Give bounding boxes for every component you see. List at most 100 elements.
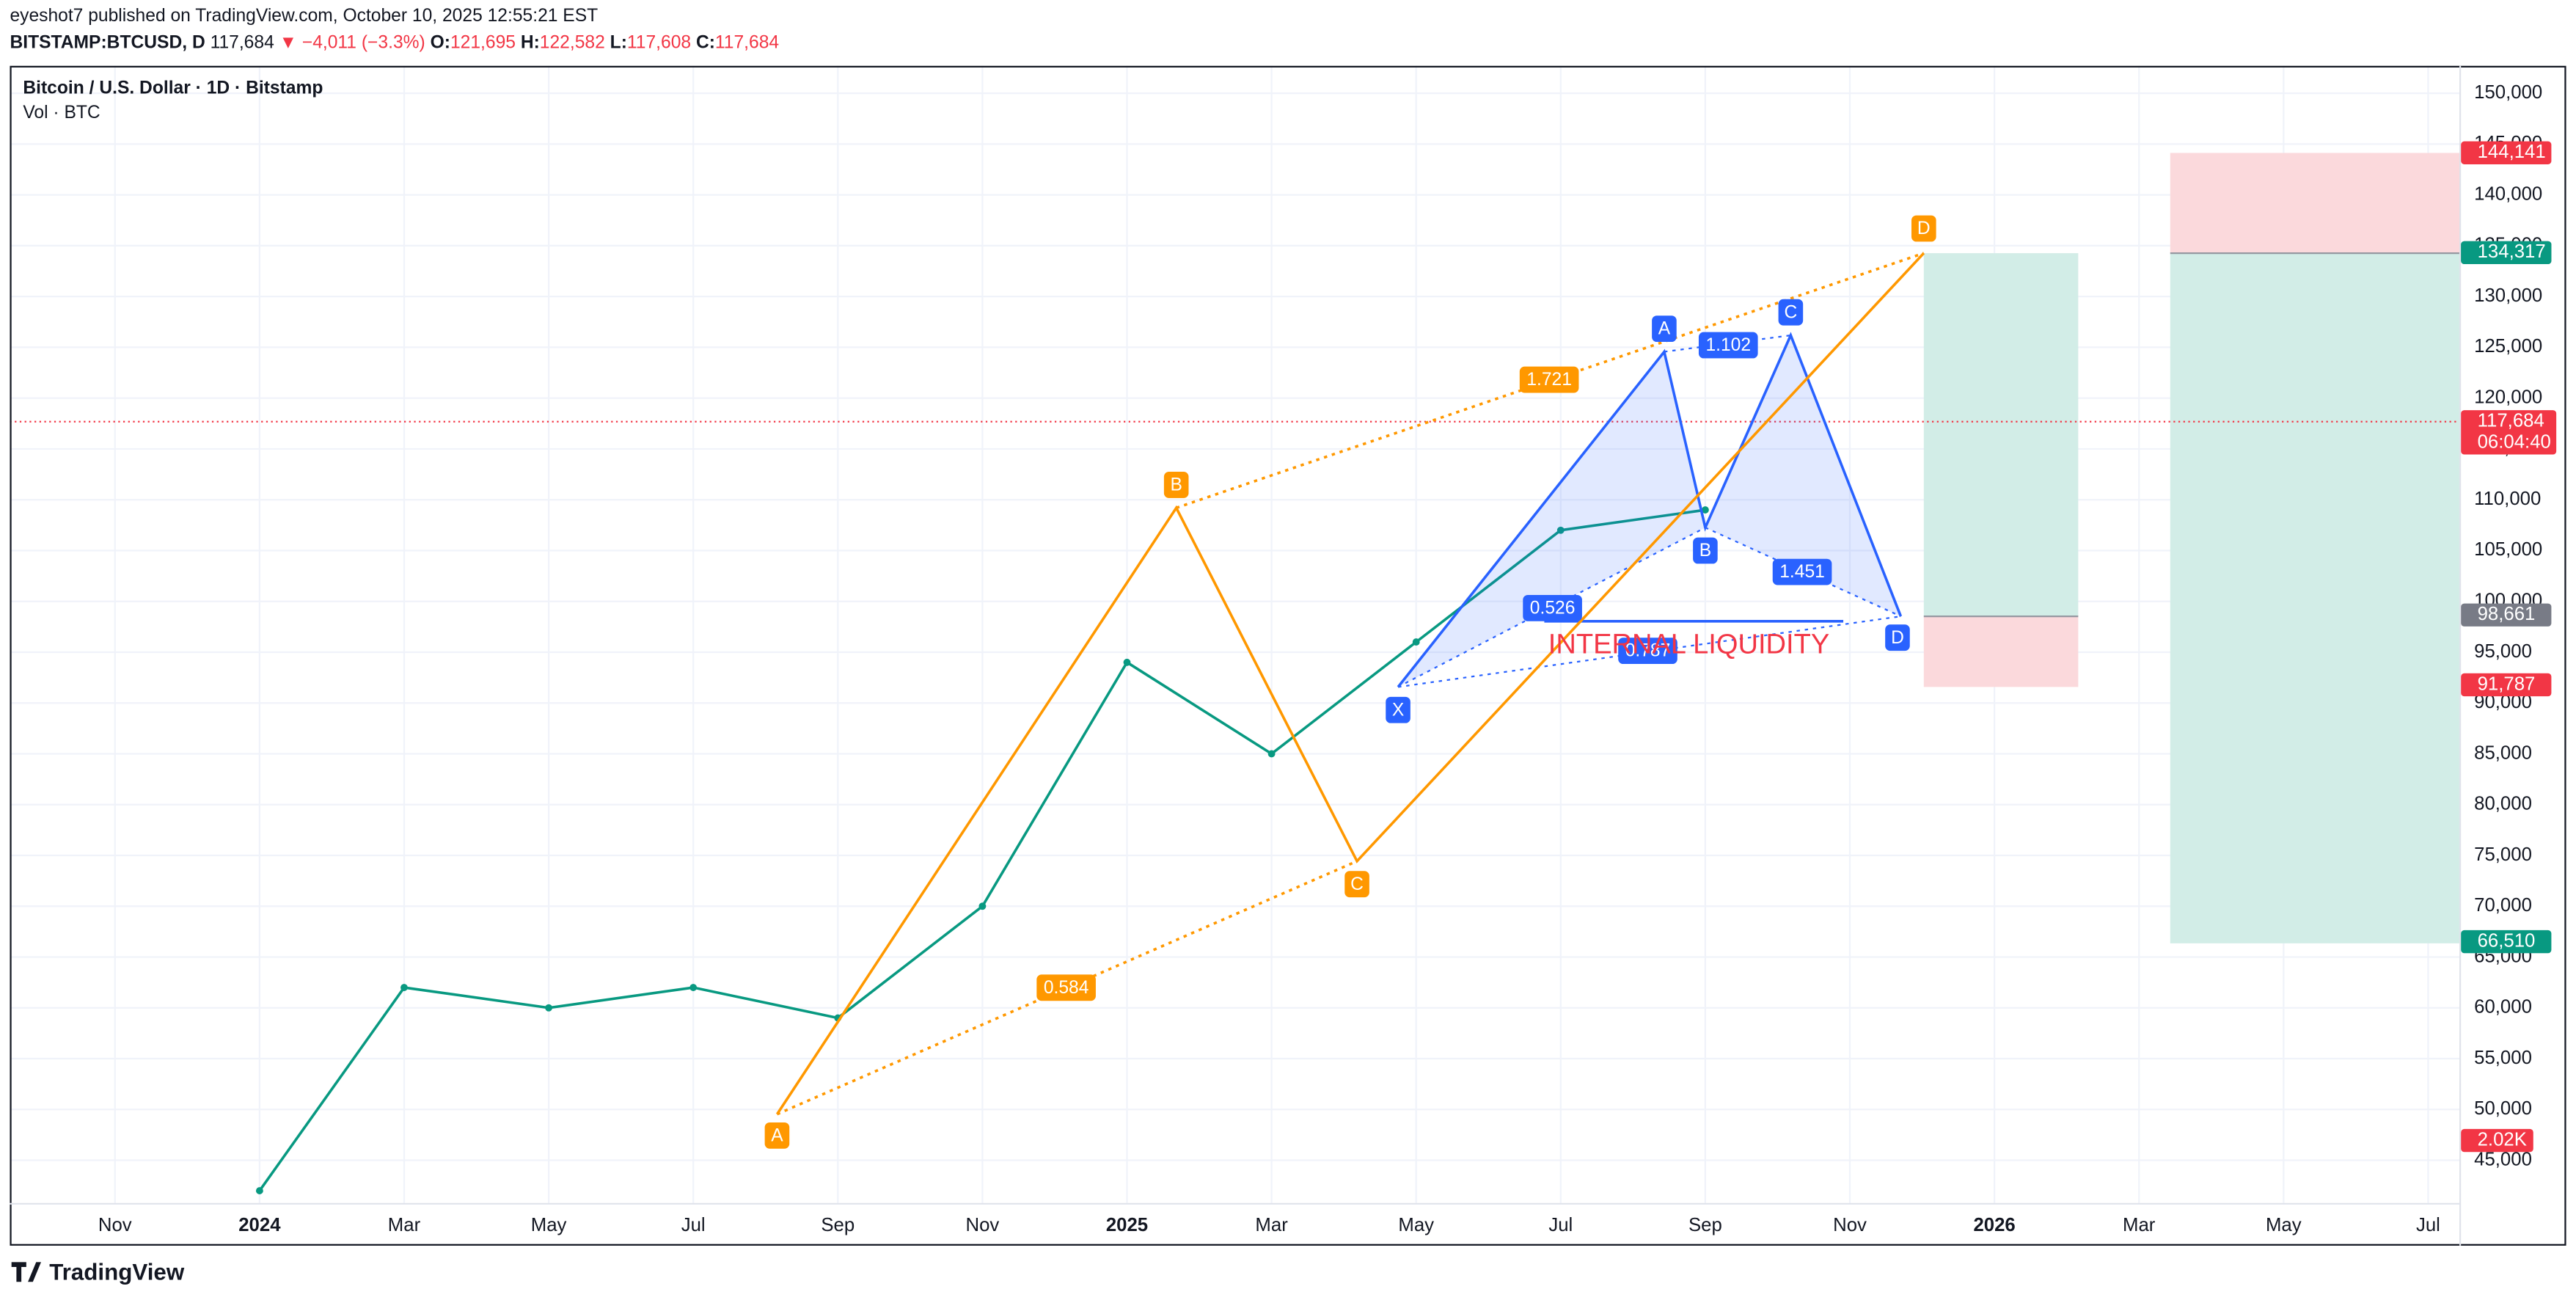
pattern-leg — [775, 252, 1925, 1115]
pattern-badge-label: C — [1784, 302, 1797, 322]
pattern-badge-label: 0.787 — [1625, 641, 1671, 661]
pattern-badge-label: 0.584 — [1044, 978, 1089, 998]
x-tick-label: Nov — [965, 1215, 999, 1235]
logo-mark — [11, 1262, 41, 1282]
y-tick-label: 105,000 — [2474, 539, 2542, 560]
price-badge-label: 144,141 — [2478, 142, 2546, 162]
price-point — [689, 984, 698, 991]
y-tick-label: 110,000 — [2474, 489, 2541, 509]
pattern-badge — [1386, 696, 1410, 723]
stop-zone — [2170, 153, 2459, 254]
pattern-fill — [1398, 351, 1705, 687]
pattern-labels: A B C D 1.721 0.584 X A B C D 1.102 0.526 1.451 0.787 — [764, 215, 1936, 1149]
y-tick-label: 95,000 — [2474, 641, 2532, 662]
price-point — [1701, 506, 1709, 514]
pattern-badge — [1772, 558, 1832, 585]
y-tick-label: 80,000 — [2474, 794, 2532, 814]
x-tick-label: May — [1398, 1215, 1434, 1235]
x-tick-label: Nov — [98, 1215, 132, 1235]
price-point — [1123, 658, 1131, 666]
pattern-ratio-line — [776, 860, 1358, 1116]
legend-title: Bitcoin / U.S. Dollar · 1D · Bitstamp — [23, 78, 323, 98]
ohlc-value: 121,695 — [450, 32, 516, 52]
pattern-badge — [1618, 638, 1677, 665]
x-tick-label: May — [531, 1215, 567, 1235]
pattern-badge — [1693, 537, 1718, 564]
target-zone — [1923, 253, 2079, 617]
countdown: 06:04:40 — [2478, 432, 2551, 453]
y-tick-label: 55,000 — [2474, 1048, 2532, 1068]
pattern-badge-label: B — [1170, 475, 1182, 495]
pattern-badge — [1778, 299, 1804, 326]
pattern-badge — [1523, 594, 1582, 621]
pattern-badge — [764, 1122, 790, 1149]
price-badge-label: 98,661 — [2478, 604, 2536, 624]
ohlc-label: C: — [696, 32, 715, 52]
y-tick-label: 45,000 — [2474, 1149, 2532, 1169]
price-point — [255, 1187, 263, 1194]
axis: 45,00050,00055,00060,00065,00070,00075,0… — [98, 82, 2557, 1235]
x-tick-label: Mar — [2123, 1215, 2156, 1235]
pattern-badge-label: 1.451 — [1779, 562, 1825, 582]
publisher-line: eyeshot7 published on TradingView.com, O… — [10, 6, 598, 26]
y-tick-label: 70,000 — [2474, 895, 2532, 916]
pattern-badge-label: 0.526 — [1530, 599, 1576, 618]
pattern-badge — [1698, 332, 1758, 359]
x-tick-label: Sep — [1688, 1215, 1722, 1235]
x-tick-label: Sep — [821, 1215, 855, 1235]
ohlc-value: 117,608 — [627, 32, 691, 52]
pattern-badge-label: 1.102 — [1705, 335, 1751, 355]
last-price: 117,684 — [211, 32, 274, 52]
price-point — [400, 984, 408, 991]
pattern-badge-label: D — [1917, 219, 1931, 238]
pattern-ratio-line — [1397, 615, 1901, 688]
ohlc-label: O: — [431, 32, 450, 52]
pattern-badge-label: D — [1891, 628, 1904, 648]
price-point — [978, 902, 987, 910]
pattern-badge-label: C — [1350, 874, 1364, 894]
target-zone — [2170, 253, 2459, 943]
x-tick-label: 2025 — [1106, 1215, 1148, 1235]
x-tick-label: Jul — [681, 1215, 706, 1235]
x-tick-label: Mar — [1255, 1215, 1288, 1235]
zone-label: INTERNAL LIQUIDITY — [1548, 629, 1830, 660]
pattern-fill — [1705, 335, 1901, 617]
price-badge-label: 117,684 — [2478, 411, 2544, 431]
price-badge — [2461, 930, 2552, 954]
price-badge — [2461, 141, 2552, 164]
pattern-badge — [1652, 315, 1677, 343]
pattern-badge — [1911, 215, 1936, 242]
price-point — [1267, 750, 1276, 758]
ohlc-label: L: — [610, 32, 627, 52]
price-badge — [2461, 241, 2552, 265]
price-badge-label: 66,510 — [2478, 930, 2536, 951]
y-tick-label: 140,000 — [2474, 183, 2542, 204]
pattern-badge — [1163, 471, 1189, 498]
y-tick-label: 60,000 — [2474, 997, 2532, 1018]
pattern-badge-label: A — [1658, 319, 1671, 339]
ohlc-value: 122,582 — [540, 32, 605, 52]
ohlc-label: H: — [521, 32, 540, 52]
x-tick-label: 2026 — [1973, 1215, 2015, 1235]
chart-frame — [10, 65, 2566, 1246]
pattern-badge-label: A — [771, 1125, 783, 1145]
x-tick-label: Jul — [1548, 1215, 1573, 1235]
price-badge-label: 91,787 — [2478, 673, 2536, 694]
pattern-badge — [1885, 624, 1910, 651]
brand: TradingView — [49, 1259, 185, 1285]
symbol-line: BITSTAMP:BTCUSD, D 117,684 ▼ −4,011 (−3.… — [10, 32, 779, 52]
y-tick-label: 85,000 — [2474, 742, 2532, 763]
footer-logo: TradingView — [11, 1259, 185, 1285]
y-tick-label: 125,000 — [2474, 336, 2542, 357]
x-tick-label: May — [2266, 1215, 2302, 1235]
symbol: BITSTAMP:BTCUSD, D — [10, 32, 205, 52]
volume-badge — [2461, 1128, 2533, 1153]
y-tick-label: 150,000 — [2474, 82, 2542, 103]
price-badge — [2461, 603, 2552, 627]
ohlc-value: 117,684 — [715, 32, 779, 52]
legend-volume: Vol · BTC — [23, 103, 100, 123]
price-point — [1556, 526, 1565, 534]
price-badge — [2461, 673, 2552, 697]
